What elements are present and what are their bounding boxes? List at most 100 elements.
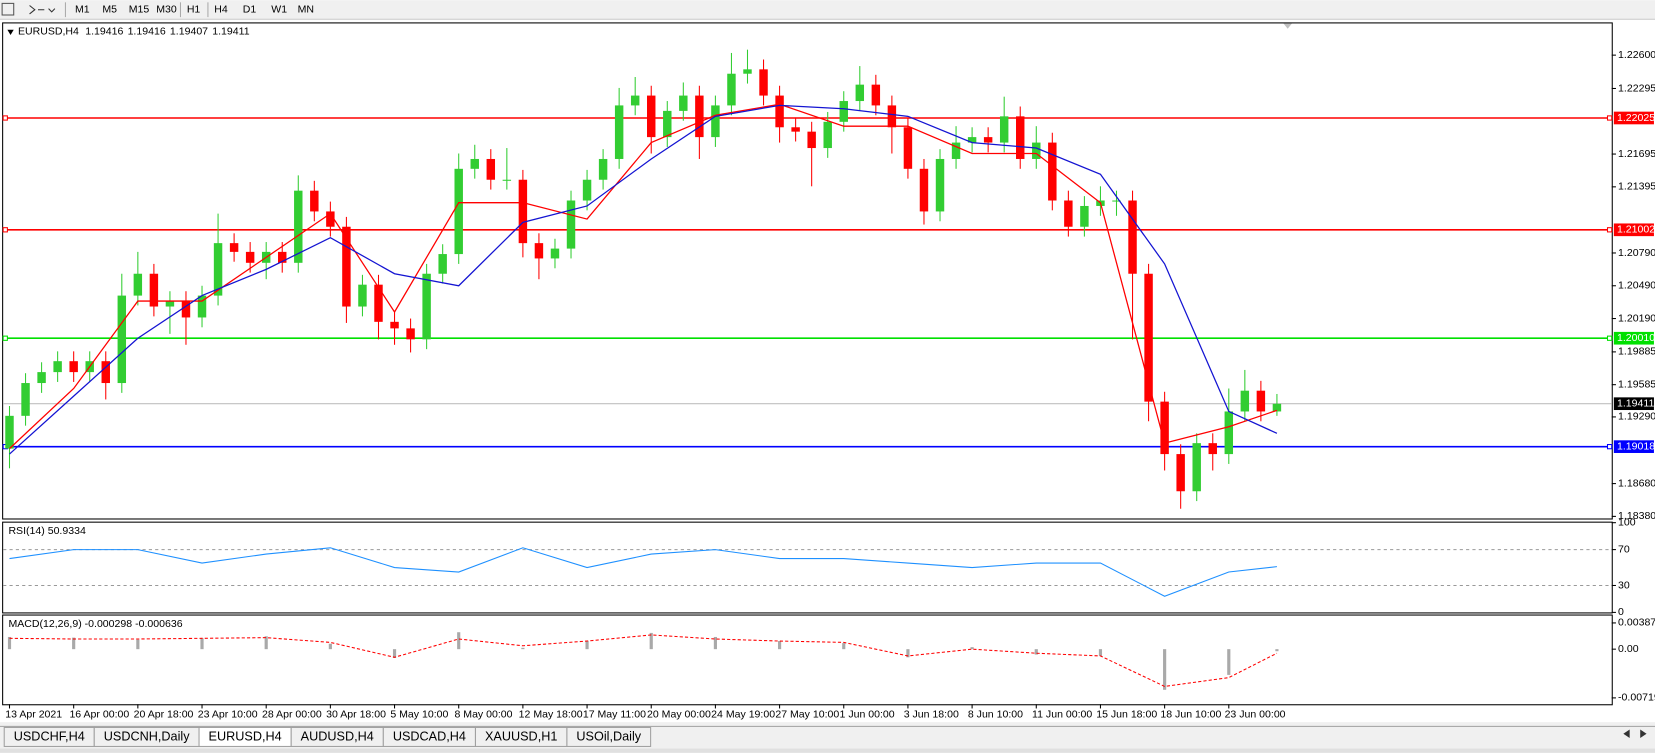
price-label-box [1613,331,1654,345]
y-tick-label: 1.22295 [1618,82,1655,94]
timeframe-button[interactable]: W1 [271,4,287,16]
price-handle[interactable] [2,115,8,121]
macd-bar [1098,649,1103,656]
y-tick-label: 100 [1618,516,1636,528]
macd-bar [906,649,910,658]
candle-body [422,273,431,340]
y-tick-label: 70 [1618,543,1630,555]
quote-value: 1.19416 [128,26,166,38]
candle-body [550,248,560,259]
macd-bar [521,647,525,650]
toolbar-icon[interactable] [1,2,15,16]
y-tick-label: 1.18680 [1618,477,1655,489]
x-tick-label: 23 Jun 00:00 [1225,709,1286,721]
macd-bar [649,632,653,650]
shift-marker[interactable] [1283,23,1292,29]
timeframe-button[interactable]: MN [298,4,314,16]
candle-body [1224,411,1234,455]
timeframe-button[interactable]: M5 [102,4,117,16]
macd-bar [970,647,974,650]
timeframe-button[interactable]: H4 [214,4,228,16]
price-handle[interactable] [1606,115,1613,121]
macd-bar [1163,649,1167,690]
quote-value: 1.19416 [85,26,123,38]
candle-body [695,95,704,138]
candle-body [823,121,832,149]
toolbar-icon[interactable] [29,5,56,15]
price-handle[interactable] [2,335,8,341]
candle-body [759,69,768,96]
moving-average [9,104,1278,455]
price-handle[interactable] [2,227,8,233]
macd-bar [585,641,589,650]
price-handle[interactable] [1606,335,1613,341]
candle-body [614,105,624,159]
candle-body [358,284,367,307]
candle-body [486,158,496,180]
macd-bar [713,636,717,650]
macd-bar [328,643,332,650]
candle-body [1208,443,1217,455]
tab-label[interactable]: EURUSD,H4 [209,729,282,743]
candle-body [229,243,239,252]
candle-body [1256,390,1266,412]
quote-value: 1.19411 [212,26,249,38]
candle-body [117,295,127,384]
timeframe-button[interactable]: D1 [243,4,257,16]
tab-label[interactable]: XAUUSD,H1 [485,729,557,743]
macd-bar [392,649,397,658]
x-tick-label: 8 May 00:00 [454,709,512,721]
candle-body [807,131,816,149]
tab-label[interactable]: AUDUSD,H4 [301,729,374,743]
x-tick-label: 12 May 18:00 [519,709,583,721]
x-tick-label: 15 Jun 18:00 [1096,709,1157,721]
timeframe-button[interactable]: M30 [156,4,177,16]
tab-label[interactable]: USOil,Daily [576,729,641,743]
status-strip [0,748,1655,753]
candle-body [967,137,977,143]
y-tick-label: -0.007195 [1618,692,1655,704]
tab-label[interactable]: USDCHF,H4 [14,729,85,743]
timeframe-button[interactable]: H1 [187,4,201,16]
price-handle[interactable] [1606,227,1613,233]
timeframe-button[interactable]: M1 [75,4,90,16]
x-tick-label: 8 Jun 10:00 [968,709,1023,721]
scroll-left[interactable] [1623,729,1630,739]
y-tick-label: 0.003873 [1618,617,1655,629]
candle-body [245,251,255,263]
price-handle[interactable] [1606,444,1613,450]
candle-body [310,190,319,212]
candle-body [871,84,881,106]
tab-label[interactable]: USDCAD,H4 [393,729,466,743]
x-tick-label: 17 May 11:00 [583,709,646,721]
tab[interactable] [566,726,652,747]
candle-body [406,328,415,340]
candle-body [1192,443,1201,492]
candle-body [1176,454,1185,492]
y-tick-label: 1.20490 [1618,280,1655,292]
y-tick-label: 1.22600 [1618,49,1655,61]
rsi-panel-border [2,521,1613,614]
symbol-menu-arrow[interactable] [7,29,14,36]
candle-body [791,127,800,132]
x-tick-label: 24 May 19:00 [711,709,775,721]
x-tick-label: 11 Jun 00:00 [1032,709,1092,721]
candle-body [1272,403,1282,412]
candle-body [1160,401,1169,455]
candle-body [566,200,576,249]
candle-body [743,69,752,74]
y-tick-label: 30 [1618,579,1630,591]
candle-body [855,84,865,102]
candle-body [679,95,688,111]
candle-body [663,110,672,138]
timeframe-button[interactable]: M15 [129,4,150,16]
price-label-box [1613,111,1654,125]
y-tick-label: 1.19885 [1618,346,1655,358]
candle-body [1016,116,1025,159]
tab-label[interactable]: USDCNH,Daily [104,729,190,743]
scroll-right[interactable] [1640,729,1647,739]
price-label: 1.22025 [1617,112,1655,124]
candle-body [951,142,961,159]
candle-body [133,273,143,296]
y-tick-label: 1.18380 [1618,510,1655,522]
